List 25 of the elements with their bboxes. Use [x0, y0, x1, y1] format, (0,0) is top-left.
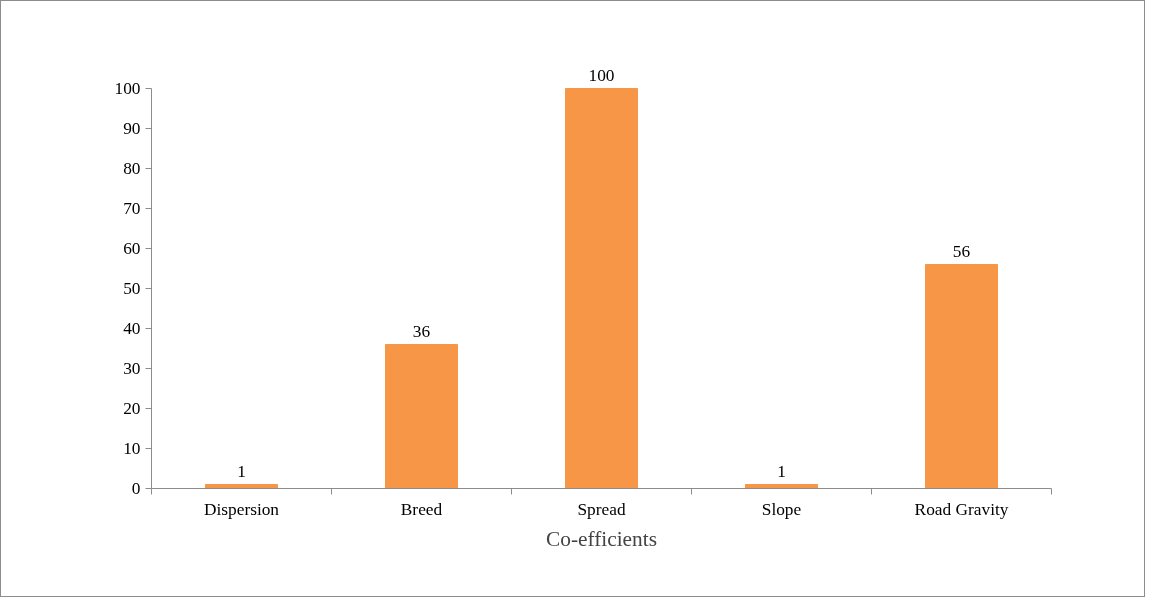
y-tick-label: 50	[123, 279, 141, 298]
y-tick-label: 20	[123, 399, 141, 418]
x-tick-label: Spread	[577, 499, 626, 519]
y-tick-label: 60	[123, 239, 141, 258]
bar	[925, 264, 998, 489]
bar	[565, 88, 638, 489]
y-tick-label: 100	[114, 79, 141, 98]
y-tick-label: 10	[123, 439, 141, 458]
y-tick-label: 30	[123, 359, 141, 378]
data-label: 56	[952, 241, 971, 261]
y-tick-label: 90	[123, 119, 141, 138]
x-axis-title: Co-efficients	[546, 526, 657, 551]
x-tick-label: Breed	[400, 499, 443, 519]
y-tick-label: 40	[123, 319, 141, 338]
x-tick-label: Slope	[761, 499, 802, 519]
y-tick-label: 80	[123, 159, 141, 178]
data-label: 1	[237, 461, 246, 481]
x-tick-label: Dispersion	[203, 499, 280, 519]
data-label: 36	[412, 321, 431, 341]
x-tick-label: Road Gravity	[914, 499, 1009, 519]
data-label: 1	[777, 461, 786, 481]
bar	[385, 344, 458, 489]
y-tick-label: 70	[123, 199, 141, 218]
data-label: 100	[588, 65, 615, 85]
y-tick-label: 0	[131, 479, 141, 498]
